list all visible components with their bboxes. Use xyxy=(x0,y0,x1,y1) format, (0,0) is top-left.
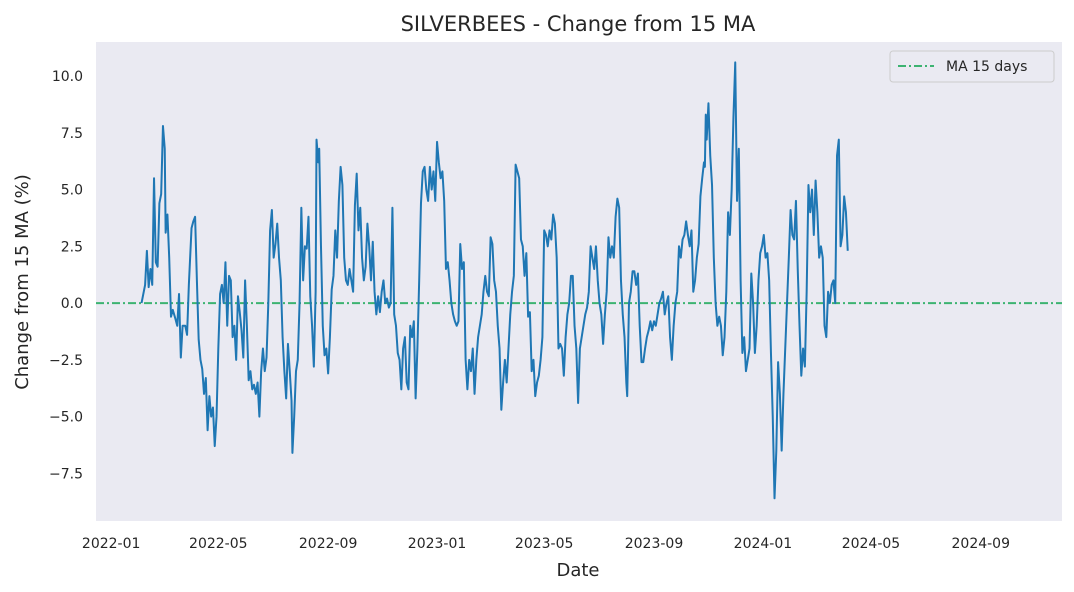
chart-title: SILVERBEES - Change from 15 MA xyxy=(401,12,756,36)
y-tick-label: 10.0 xyxy=(52,69,83,85)
x-tick-label: 2023-01 xyxy=(408,536,467,552)
y-tick-label: 0.0 xyxy=(61,296,83,312)
x-tick-label: 2023-05 xyxy=(515,536,574,552)
y-tick-label: −7.5 xyxy=(49,466,83,482)
x-tick-label: 2022-09 xyxy=(299,536,358,552)
x-tick-label: 2024-05 xyxy=(842,536,901,552)
legend-frame xyxy=(889,50,1055,83)
legend-label-ma-15-days: MA 15 days xyxy=(946,59,1027,75)
y-tick-label: −2.5 xyxy=(49,353,83,369)
y-tick-label: 7.5 xyxy=(61,126,83,142)
chart-marks xyxy=(96,61,1062,500)
y-tick-label: 5.0 xyxy=(61,183,83,199)
legend: MA 15 days xyxy=(889,50,1055,83)
x-tick-label: 2022-05 xyxy=(189,536,248,552)
x-axis-title: Date xyxy=(556,560,599,581)
plot-background xyxy=(96,42,1062,521)
x-axis: 2022-01 2022-05 2022-09 2023-01 2023-05 2023-… xyxy=(82,536,1010,552)
series-line xyxy=(140,61,849,500)
x-tick-label: 2022-01 xyxy=(82,536,141,552)
x-tick-label: 2024-01 xyxy=(734,536,793,552)
y-axis: −7.5 −5.0 −2.5 0.0 2.5 5.0 7.5 10.0 xyxy=(49,69,83,482)
y-axis-title: Change from 15 MA (%) xyxy=(12,174,33,390)
y-tick-label: −5.0 xyxy=(49,410,83,426)
x-tick-label: 2024-09 xyxy=(952,536,1011,552)
x-tick-label: 2023-09 xyxy=(625,536,684,552)
y-tick-label: 2.5 xyxy=(61,239,83,255)
